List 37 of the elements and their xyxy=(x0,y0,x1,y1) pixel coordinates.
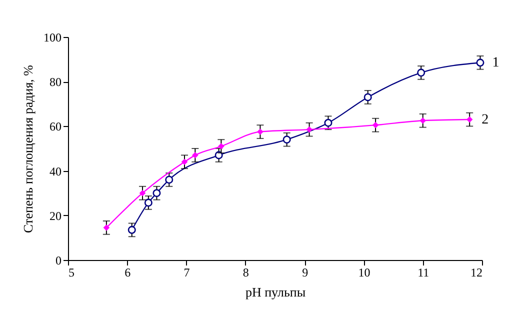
point xyxy=(372,122,379,128)
y-tick-label: 40 xyxy=(50,164,62,178)
point xyxy=(420,117,426,124)
y-tick-label: 100 xyxy=(44,30,62,44)
point xyxy=(128,226,136,234)
point xyxy=(152,189,161,198)
x-tick-label: 5 xyxy=(68,266,74,280)
y-tick-label: 0 xyxy=(56,254,62,268)
point xyxy=(476,58,484,67)
point xyxy=(181,158,188,166)
point xyxy=(139,190,146,196)
point xyxy=(144,198,152,207)
y-tick-label: 80 xyxy=(50,75,62,90)
point xyxy=(466,116,473,123)
series-label: 2 xyxy=(482,112,489,128)
x-tick-label: 9 xyxy=(302,266,308,280)
x-tick-label: 10 xyxy=(358,266,370,280)
point xyxy=(324,118,332,127)
point xyxy=(364,93,372,102)
point xyxy=(306,126,312,133)
y-tick-label: 60 xyxy=(50,120,62,134)
x-tick-label: 12 xyxy=(470,266,482,280)
x-tick-label: 7 xyxy=(184,266,190,280)
x-tick-label: 6 xyxy=(124,266,131,280)
y-tick-label: 20 xyxy=(50,208,62,223)
point xyxy=(417,68,426,77)
point xyxy=(165,176,174,184)
point xyxy=(257,128,264,135)
x-axis-title: pH пульпы xyxy=(245,284,306,300)
point xyxy=(282,136,291,144)
x-tick-label: 8 xyxy=(242,266,249,280)
point xyxy=(218,143,224,150)
series-label: 1 xyxy=(492,56,500,71)
point xyxy=(103,224,110,231)
point xyxy=(192,152,198,158)
x-tick-label: 11 xyxy=(418,266,430,280)
y-axis-title: Степень поглощения радия, % xyxy=(20,64,36,234)
